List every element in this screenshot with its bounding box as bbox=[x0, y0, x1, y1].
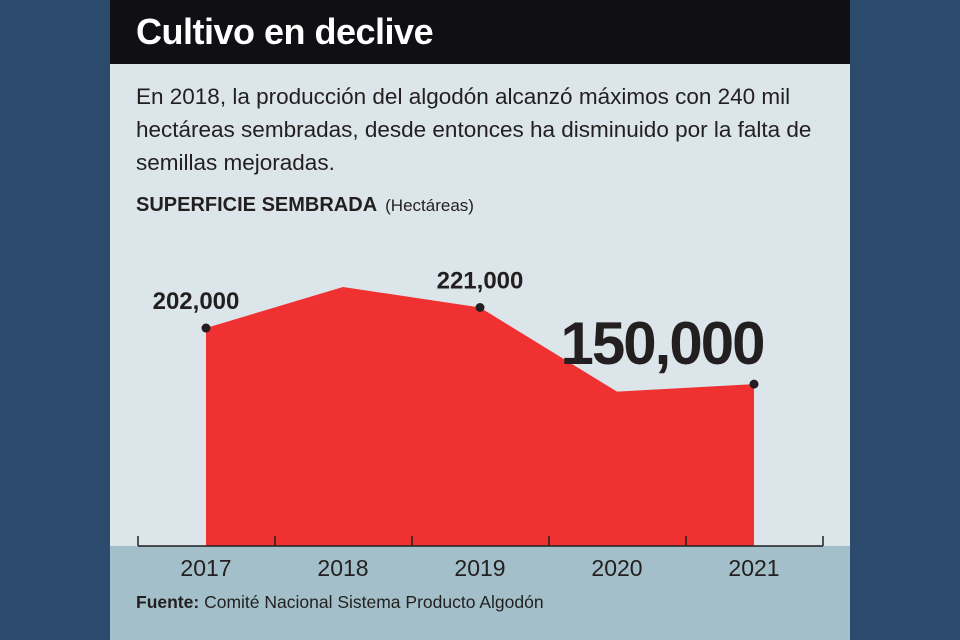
x-tick-label-2021: 2021 bbox=[728, 555, 779, 581]
data-point-marker-2019 bbox=[476, 303, 485, 312]
left-frame bbox=[0, 0, 110, 640]
data-label-2017: 202,000 bbox=[153, 288, 240, 315]
x-tick-label-2019: 2019 bbox=[454, 555, 505, 581]
data-point-marker-2017 bbox=[202, 324, 211, 333]
right-frame bbox=[850, 0, 960, 640]
data-label-2019: 221,000 bbox=[437, 268, 524, 295]
source-text: Comité Nacional Sistema Producto Algodón bbox=[204, 592, 544, 612]
data-point-marker-2021 bbox=[750, 380, 759, 389]
source-note: Fuente: Comité Nacional Sistema Producto… bbox=[136, 590, 544, 614]
area-chart: 2017 2018 2019 2020 2021 202,000 221,000 150,0… bbox=[110, 0, 850, 640]
source-label: Fuente: bbox=[136, 592, 199, 612]
x-tick-label-2017: 2017 bbox=[180, 555, 231, 581]
infographic-card: Cultivo en declive En 2018, la producció… bbox=[110, 0, 850, 640]
data-label-2021: 150,000 bbox=[561, 310, 764, 377]
x-tick-label-2020: 2020 bbox=[591, 555, 642, 581]
x-tick-label-2018: 2018 bbox=[317, 555, 368, 581]
